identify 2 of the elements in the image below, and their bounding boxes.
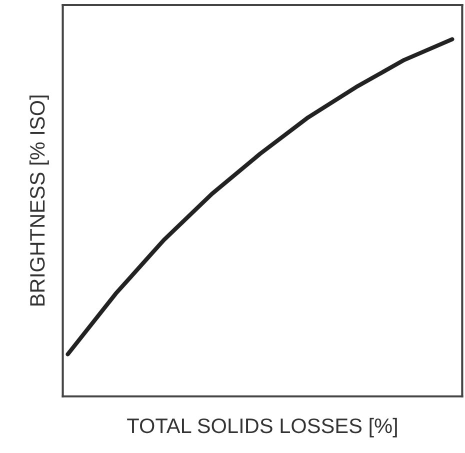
y-axis-title: BRIGHTNESS [% ISO] (29, 96, 49, 306)
x-axis-title: TOTAL SOLIDS LOSSES [%] (127, 418, 397, 438)
